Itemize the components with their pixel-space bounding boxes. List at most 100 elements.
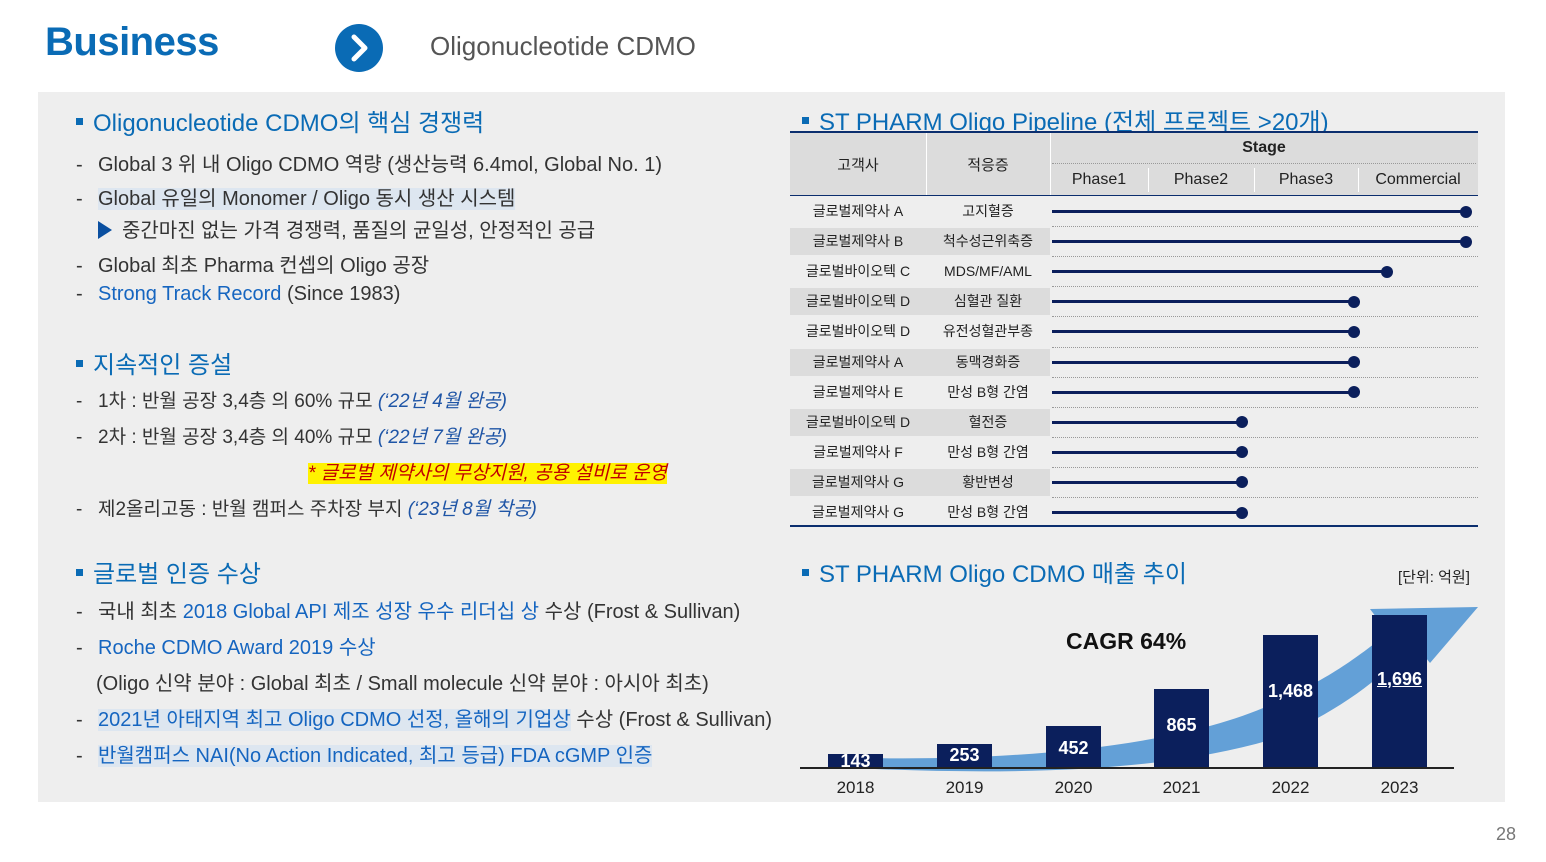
bar-value-label: 1,468: [1267, 681, 1314, 702]
row-shade: [790, 408, 1050, 436]
bullet-item: - 제2올리고동 : 반월 캠퍼스 주차장 부지 (‘23년 8월 착공): [76, 499, 537, 520]
cagr-label: CAGR 64%: [1066, 628, 1187, 654]
pipeline-progress-dot: [1236, 446, 1249, 459]
pipeline-progress-bar: [1052, 390, 1355, 394]
bullet-item: -2차 : 반월 공장 3,4층 의 40% 규모 (‘22년 7월 완공): [76, 427, 507, 448]
sub-bullet-item: 중간마진 없는 가격 경쟁력, 품질의 균일성, 안정적인 공급: [98, 214, 595, 243]
x-tick-label: 2018: [836, 778, 875, 797]
pipeline-progress-bar: [1052, 270, 1388, 274]
pipeline-customer: 글로벌제약사 G: [811, 504, 905, 521]
phase-divider: [1148, 168, 1149, 192]
pipeline-customer: 글로벌제약사 E: [812, 383, 904, 400]
row-divider: [1052, 316, 1478, 318]
x-tick-label: 2020: [1054, 778, 1093, 797]
pipeline-customer: 글로벌바이오텍 D: [805, 323, 911, 340]
header-divider: [926, 133, 927, 195]
pipeline-indication: 황반변성: [962, 473, 1014, 490]
table-header-bg: [790, 133, 1478, 195]
pipeline-indication: 만성 B형 간염: [947, 383, 1029, 400]
pipeline-progress-dot: [1236, 476, 1249, 489]
row-divider: [1052, 436, 1478, 438]
x-tick-label: 2019: [945, 778, 984, 797]
pipeline-progress-dot: [1460, 205, 1472, 218]
section-heading-expansion: 지속적인 증설: [76, 345, 232, 380]
col-customer-header: 고객사: [837, 156, 879, 174]
revenue-bar: [937, 744, 992, 767]
pipeline-progress-dot: [1348, 356, 1361, 369]
pipeline-progress-dot: [1348, 295, 1361, 308]
pipeline-customer: 글로벌제약사 A: [812, 353, 904, 370]
pipeline-progress-bar: [1052, 330, 1355, 334]
pipeline-indication: 유전성혈관부종: [942, 323, 1034, 340]
pipeline-progress-dot: [1381, 265, 1394, 278]
pipeline-progress-bar: [1052, 511, 1243, 515]
bullet-item: - Global 3 위 내 Oligo CDMO 역량 (생산능력 6.4mol…: [76, 154, 663, 176]
pipeline-progress-dot: [1348, 386, 1361, 399]
bullet-item: - Roche CDMO Award 2019 수상: [76, 637, 376, 659]
phase2-header: Phase2: [1173, 171, 1229, 188]
page-number: 28: [1495, 824, 1516, 844]
bullet-item: -1차 : 반월 공장 3,4층 의 60% 규모 (‘22년 4월 완공): [76, 391, 507, 412]
pipeline-customer: 글로벌제약사 F: [813, 443, 903, 460]
pipeline-indication: 만성 B형 간염: [947, 443, 1029, 460]
col-indication-header: 적응증: [967, 156, 1009, 174]
pipeline-progress-bar: [1052, 300, 1355, 304]
pipeline-progress-bar: [1052, 420, 1243, 424]
pipeline-progress-dot: [1236, 506, 1249, 519]
header-bottom-border: [790, 195, 1478, 196]
section-heading-competitiveness: Oligonucleotide CDMO의 핵심 경쟁력: [76, 103, 484, 138]
row-divider: [1052, 406, 1478, 408]
page-title: Business: [45, 20, 219, 64]
bullet-detail: (Oligo 신약 분야 : Global 최초 / Small molecul…: [96, 673, 709, 695]
pipeline-progress-bar: [1052, 480, 1243, 484]
row-divider: [1052, 256, 1478, 258]
header-divider: [1050, 133, 1051, 195]
row-shade: [790, 288, 1050, 316]
pipeline-customer: 글로벌바이오텍 C: [805, 263, 911, 280]
stage-divider: [1052, 163, 1476, 164]
phase1-header: Phase1: [1071, 171, 1127, 188]
highlight-note: * 글로벌 제약사의 무상지원, 공용 설비로 운영: [308, 463, 667, 484]
row-shade: [790, 468, 1050, 496]
x-tick-label: 2022: [1271, 778, 1310, 797]
revenue-bar: [828, 754, 883, 767]
triangle-right-icon: [98, 220, 112, 239]
bar-value-label: 452: [1058, 737, 1089, 758]
pipeline-customer: 글로벌바이오텍 D: [805, 293, 911, 310]
page-subtitle: Oligonucleotide CDMO: [430, 31, 696, 61]
pipeline-progress-bar: [1052, 240, 1466, 244]
pipeline-progress-dot: [1236, 416, 1249, 429]
phase3-header: Phase3: [1278, 171, 1334, 188]
commercial-header: Commercial: [1375, 171, 1461, 188]
row-divider: [1052, 226, 1478, 228]
pipeline-progress-dot: [1460, 235, 1472, 248]
chevron-right-icon: [335, 24, 383, 72]
pipeline-customer: 글로벌바이오텍 D: [805, 413, 911, 430]
bullet-item: - Global 유일의 Monomer / Oligo 동시 생산 시스템: [76, 188, 516, 210]
bullet-item: - Strong Track Record (Since 1983): [76, 283, 401, 305]
pipeline-indication: MDS/MF/AML: [944, 263, 1032, 280]
pipeline-indication: 만성 B형 간염: [947, 504, 1029, 521]
x-axis-line: [800, 767, 1454, 769]
row-shade: [790, 228, 1050, 256]
pipeline-progress-bar: [1052, 360, 1355, 364]
bar-value-label: 143: [840, 751, 871, 771]
pipeline-indication: 고지혈증: [962, 203, 1014, 220]
table-top-border: [790, 131, 1478, 133]
x-tick-label: 2021: [1162, 778, 1201, 797]
bar-value-label: 865: [1166, 714, 1197, 735]
phase-divider: [1358, 168, 1359, 192]
bullet-item: - Global 최초 Pharma 컨셉의 Oligo 공장: [76, 255, 430, 277]
pipeline-indication: 척수성근위축증: [942, 233, 1034, 250]
unit-label: [단위: 억원]: [1398, 569, 1470, 586]
col-stage-header: Stage: [1242, 139, 1286, 156]
row-divider: [1052, 346, 1478, 348]
revenue-bar: [1154, 689, 1209, 767]
revenue-bar: [1372, 615, 1427, 767]
pipeline-indication: 혈전증: [968, 413, 1008, 430]
bar-value-label: 1,696: [1376, 668, 1423, 689]
row-divider: [1052, 376, 1478, 378]
table-bottom-border: [790, 525, 1478, 527]
bullet-item: - 국내 최초 2018 Global API 제조 성장 우수 리더십 상 수상…: [76, 601, 741, 623]
bar-value-label: 253: [949, 745, 980, 765]
